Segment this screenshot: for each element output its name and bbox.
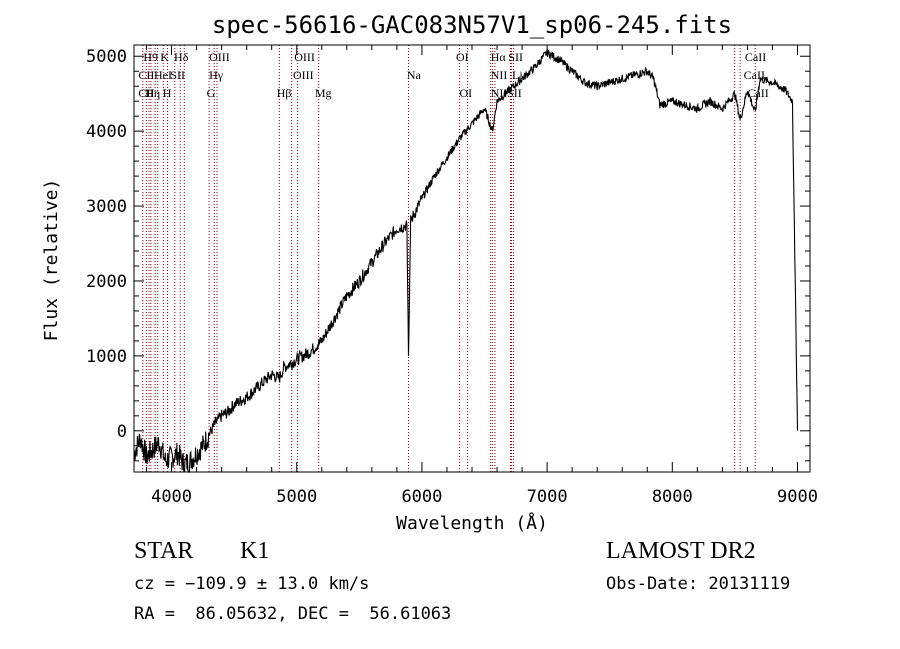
spectral-line-label: OIII [209,50,230,64]
y-axis-label: Flux (relative) [41,179,62,342]
spectral-line-label: CaII [745,50,766,64]
spectral-line-label: OI [459,86,472,100]
spectral-line-label: CII [138,68,154,82]
y-tick-label: 3000 [86,197,127,217]
x-tick-label: 6000 [401,487,442,507]
y-tick-label: 2000 [86,272,127,292]
y-axis: 0 1000 2000 3000 4000 5000 [86,47,810,462]
chart-title: spec-56616-GAC083N57V1_sp06-245.fits [212,11,732,39]
x-axis-label: Wavelength (Å) [396,512,548,534]
spectral-line-label: Mg [315,86,332,100]
y-tick-label: 4000 [86,122,127,142]
spectral-line-label: Li [512,68,523,82]
object-type: STAR [134,538,194,564]
survey-name: LAMOST DR2 [606,538,756,564]
spectrum-line [133,48,799,473]
spectral-line-label: H9 [143,50,158,64]
spectral-line-label: HeI [154,68,172,82]
spectral-line-label: Hβ [277,86,292,100]
spectral-line-label: NII [491,86,508,100]
spectral-line-label: NII [491,68,508,82]
x-tick-label: 4000 [151,487,192,507]
x-tick-label: 5000 [276,487,317,507]
spectral-line-label: CaII [744,68,765,82]
spectral-subclass: K1 [240,538,270,564]
x-tick-label: 8000 [652,487,693,507]
y-tick-label: 1000 [86,347,127,367]
x-tick-label: 7000 [527,487,568,507]
spectral-line-label: OIII [294,50,315,64]
sky-coordinates: RA = 86.05632, DEC = 56.61063 [134,604,452,624]
spectral-line-label: SII [508,50,523,64]
observation-date: Obs-Date: 20131119 [606,574,791,594]
spectral-line-label: Hη [145,86,160,100]
spectral-line-label: OIII [293,68,314,82]
plot-frame [133,44,811,473]
spectral-line-label: G [207,86,216,100]
spectral-line-label: H [163,86,172,100]
spectral-line-label: Na [407,68,422,82]
spectral-line-label: OI [456,50,469,64]
spectral-line-label: Hα [491,50,507,64]
spectral-line-label: CII [138,86,154,100]
spectral-line-label: K [160,50,169,64]
y-tick-label: 0 [117,422,127,442]
x-tick-label: 9000 [777,487,818,507]
spectral-line-label: Hδ [174,50,189,64]
spectral-line-markers [142,45,756,472]
x-axis: 4000 5000 6000 7000 8000 9000 [146,45,818,507]
spectral-line-label: SII [170,68,185,82]
y-tick-label: 5000 [86,47,127,67]
redshift-velocity: cz = −109.9 ± 13.0 km/s [134,574,370,594]
spectral-line-label: Hγ [209,68,224,82]
